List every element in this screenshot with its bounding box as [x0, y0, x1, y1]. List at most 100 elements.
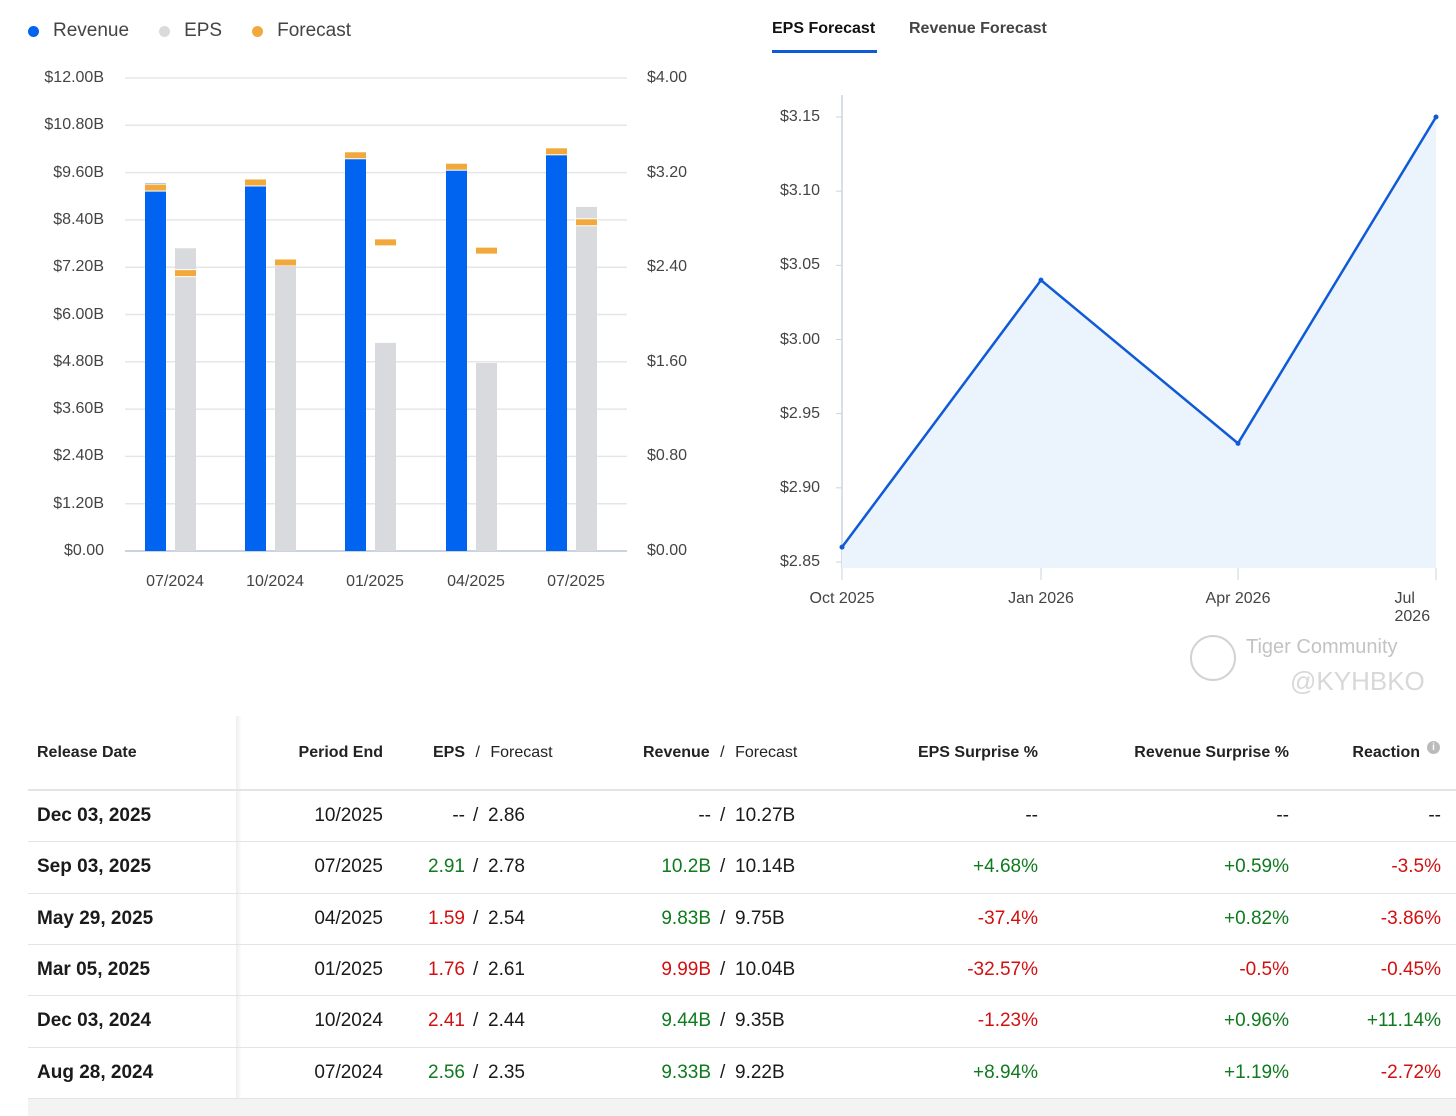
x-axis-label: Apr 2026 [1205, 590, 1271, 607]
y-axis-tick: $3.00 [779, 330, 820, 348]
header-period-end[interactable]: Period End [298, 744, 383, 761]
revenue-forecast: 9.22B [735, 1061, 785, 1083]
right-axis-tick: $0.00 [647, 542, 688, 559]
revenue-forecast: 10.27B [735, 805, 796, 826]
area-fill [842, 117, 1436, 568]
header-eps[interactable]: EPS / Forecast [433, 744, 553, 762]
eps-forecast-marker [175, 270, 196, 277]
legend-label: EPS [184, 20, 223, 41]
header-revenue[interactable]: Revenue / Forecast [643, 744, 797, 762]
eps-forecast: 2.61 [488, 958, 525, 980]
eps-surprise: -32.57% [967, 958, 1038, 980]
tab-revenue-forecast[interactable]: Revenue Forecast [909, 20, 1047, 37]
separator: / [473, 1010, 479, 1032]
eps-actual: 1.76 [428, 958, 465, 980]
release-date: Dec 03, 2024 [37, 1010, 152, 1032]
right-axis-tick: $4.00 [647, 69, 688, 86]
header-eps-surprise[interactable]: EPS Surprise % [917, 744, 1038, 761]
left-axis-tick: $12.00B [44, 69, 104, 86]
legend-forecast[interactable]: Forecast [252, 20, 351, 42]
legend-eps[interactable]: EPS [159, 20, 222, 42]
header-release-date[interactable]: Release Date [37, 744, 137, 761]
revenue-surprise: +0.82% [1224, 907, 1289, 929]
eps-bar [375, 342, 396, 551]
data-point [1235, 440, 1241, 446]
revenue-surprise: +0.59% [1224, 856, 1289, 878]
revenue-forecast: 10.04B [735, 958, 796, 980]
data-point [839, 544, 845, 550]
eps-actual: -- [452, 805, 465, 826]
reaction: -0.45% [1380, 958, 1441, 980]
eps-forecast-marker [375, 239, 396, 246]
separator: / [473, 805, 479, 826]
revenue-forecast: 9.75B [735, 907, 785, 929]
eps-surprise: +4.68% [973, 856, 1038, 878]
y-axis-tick: $2.85 [779, 553, 820, 570]
bar-chart-svg [125, 77, 627, 552]
tab-eps-forecast[interactable]: EPS Forecast [772, 20, 876, 37]
revenue-bar [145, 183, 166, 551]
revenue-bar [345, 157, 366, 552]
header-revenue-surprise[interactable]: Revenue Surprise % [1134, 744, 1289, 761]
revenue-forecast-marker [345, 152, 366, 159]
eps-actual: 2.41 [428, 1010, 465, 1032]
left-axis-tick: $7.20B [53, 258, 104, 276]
separator: / [720, 958, 726, 980]
revenue-actual: 9.83B [661, 907, 711, 929]
eps-surprise: +8.94% [973, 1061, 1038, 1083]
eps-bar [275, 266, 296, 551]
table-row[interactable]: Dec 03, 2025 10/2025 -- / 2.86 -- / 10.27B -- -- -… [28, 790, 1456, 841]
right-axis-tick: $2.40 [647, 258, 688, 276]
left-axis-tick: $10.80B [44, 116, 104, 134]
right-axis-tick: $0.80 [647, 447, 688, 465]
period-end: 10/2025 [314, 805, 383, 826]
left-axis-tick: $3.60B [53, 400, 104, 418]
revenue-bar [245, 178, 266, 551]
revenue-surprise: -0.5% [1239, 958, 1289, 980]
separator: / [473, 907, 479, 929]
revenue-actual: 9.33B [661, 1061, 711, 1083]
release-date: Sep 03, 2025 [37, 856, 152, 878]
period-end: 07/2024 [314, 1061, 383, 1083]
active-tab-underline [772, 50, 877, 53]
left-axis-tick: $4.80B [53, 352, 104, 370]
x-axis-label: Jul 2026 [1394, 590, 1431, 625]
y-axis-tick: $3.10 [779, 182, 820, 200]
separator: / [475, 744, 480, 761]
header-reaction[interactable]: Reaction [1352, 744, 1420, 761]
eps-actual: 1.59 [428, 907, 465, 929]
eps-surprise: -1.23% [977, 1010, 1038, 1032]
eps-forecast: 2.86 [488, 805, 525, 826]
left-axis-tick: $6.00B [53, 305, 104, 323]
right-axis-tick: $1.60 [647, 352, 688, 370]
eps-bar [476, 362, 497, 551]
reaction: -3.86% [1380, 907, 1441, 929]
info-icon[interactable]: i [1427, 741, 1440, 754]
right-axis-tick: $3.20 [647, 163, 688, 181]
eps-surprise: -37.4% [977, 907, 1038, 929]
release-date: Dec 03, 2025 [37, 805, 152, 826]
legend-revenue[interactable]: Revenue [28, 20, 129, 42]
eps-bar [576, 206, 597, 551]
table-row[interactable]: Sep 03, 2025 07/2025 2.91 / 2.78 10.2B / 10.14B… [28, 841, 1456, 892]
eps-bar [175, 248, 196, 551]
eps-forecast: 2.78 [488, 856, 525, 878]
period-end: 04/2025 [314, 907, 383, 929]
table-row[interactable]: Mar 05, 2025 01/2025 1.76 / 2.61 9.99B / 10.04B… [28, 943, 1456, 995]
revenue-forecast-marker [546, 148, 567, 155]
period-end: 10/2024 [314, 1010, 383, 1032]
revenue-bar [546, 148, 567, 551]
left-axis-tick: $2.40B [53, 447, 104, 465]
reaction: +11.14% [1366, 1010, 1441, 1032]
x-axis-label: 04/2025 [447, 573, 505, 590]
header-eps-label: EPS [433, 744, 466, 761]
revenue-actual: 9.99B [661, 958, 711, 980]
revenue-actual: 10.2B [661, 856, 711, 878]
separator: / [720, 856, 726, 878]
left-axis-tick: $1.20B [53, 494, 104, 512]
table-row[interactable]: Aug 28, 2024 07/2024 2.56 / 2.35 9.33B / 9.22B +… [28, 1046, 1456, 1098]
table-row[interactable]: May 29, 2025 04/2025 1.59 / 2.54 9.83B / 9.75B -… [28, 892, 1456, 944]
watermark-text: Tiger Community [1246, 636, 1398, 658]
separator: / [720, 744, 725, 761]
table-row[interactable]: Dec 03, 2024 10/2024 2.41 / 2.44 9.44B / 9.35B -… [28, 995, 1456, 1046]
